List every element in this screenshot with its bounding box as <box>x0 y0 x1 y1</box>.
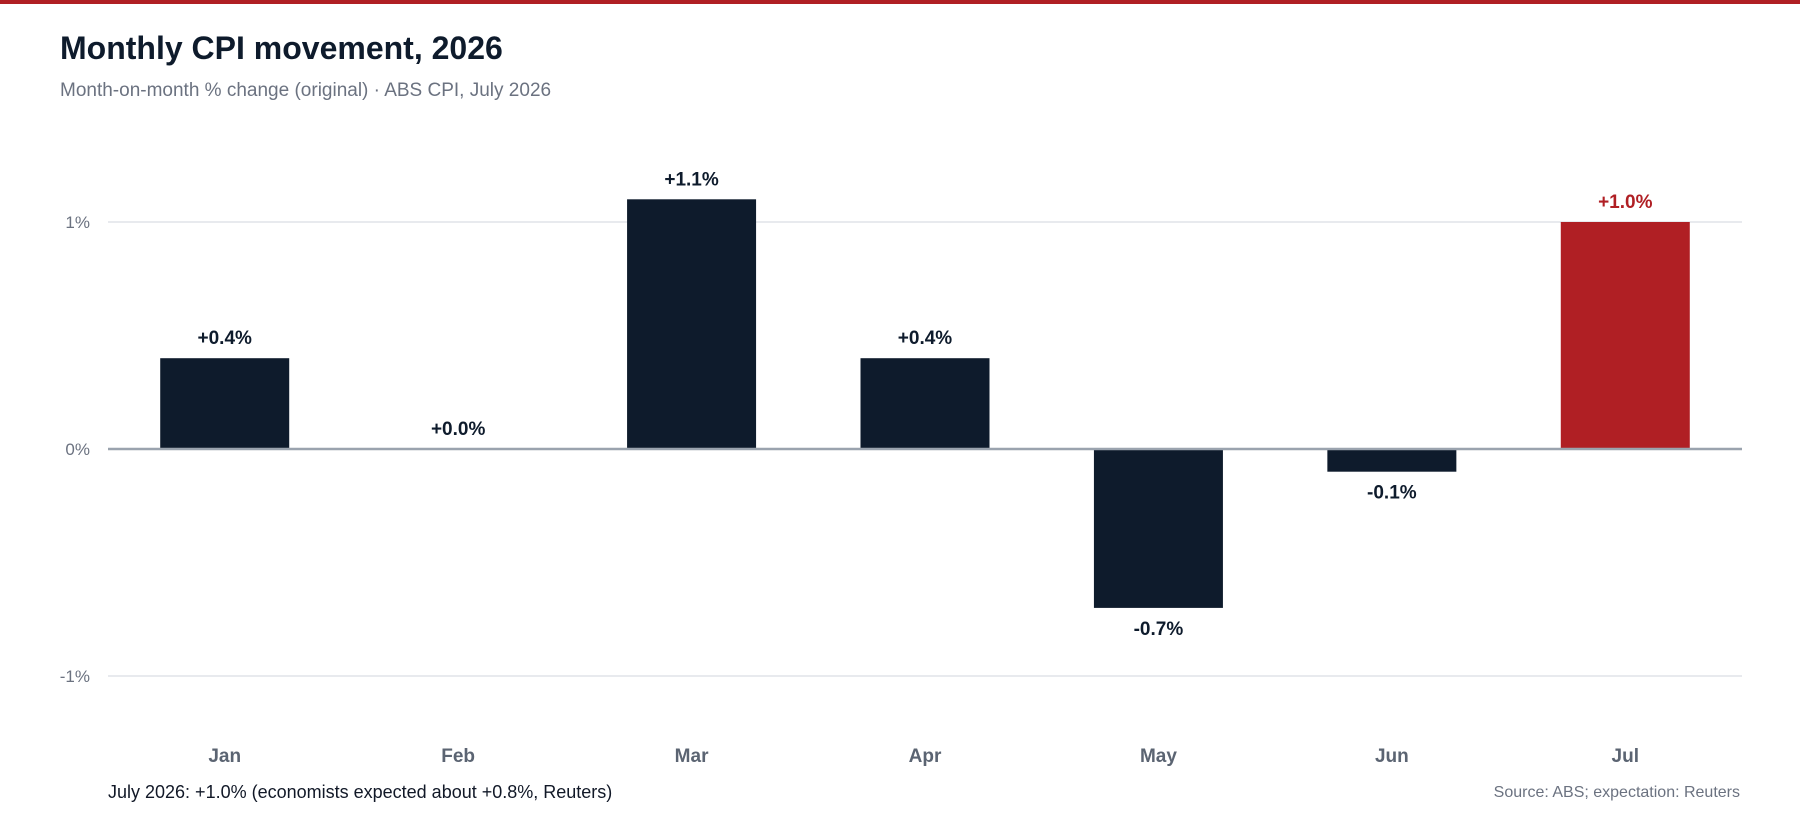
data-label: +0.0% <box>431 419 486 440</box>
bar <box>1560 222 1690 449</box>
chart-title: Monthly CPI movement, 2026 <box>60 30 503 66</box>
x-tick-label: Jul <box>1612 746 1639 767</box>
data-label: -0.7% <box>1134 619 1184 640</box>
y-tick-label: -1% <box>60 667 90 686</box>
x-tick-label: Jan <box>208 746 241 767</box>
y-tick-label: 1% <box>65 213 90 232</box>
data-label: +0.4% <box>198 328 253 349</box>
data-label: +1.1% <box>664 169 719 190</box>
chart-subtitle: Month-on-month % change (original) · ABS… <box>60 80 552 101</box>
y-tick-label: 0% <box>65 440 90 459</box>
bar <box>1327 449 1457 472</box>
x-tick-label: Mar <box>675 746 709 767</box>
x-tick-label: Jun <box>1375 746 1409 767</box>
x-tick-label: Apr <box>909 746 942 767</box>
data-label: -0.1% <box>1367 483 1417 504</box>
top-accent-rule <box>0 0 1800 4</box>
bar <box>160 358 290 449</box>
data-label: +0.4% <box>898 328 953 349</box>
x-tick-label: May <box>1140 746 1177 767</box>
footnote: July 2026: +1.0% (economists expected ab… <box>108 782 613 802</box>
bar <box>1093 449 1223 608</box>
source-credit: Source: ABS; expectation: Reuters <box>1493 784 1740 801</box>
bar <box>627 199 757 449</box>
bar <box>860 358 990 449</box>
data-label: +1.0% <box>1598 192 1653 213</box>
x-tick-label: Feb <box>441 746 475 767</box>
